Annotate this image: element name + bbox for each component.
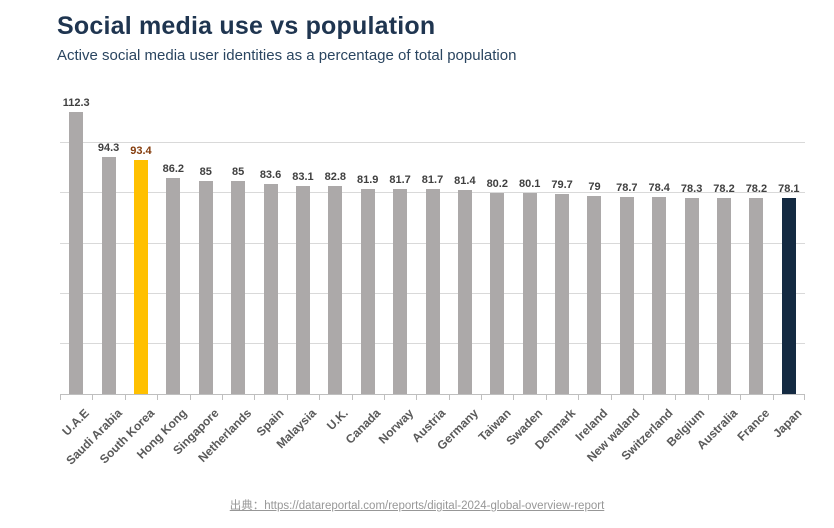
bar-japan <box>781 198 796 394</box>
bar-u-a-e <box>69 112 84 394</box>
axis-tick <box>643 395 645 400</box>
axis-tick <box>351 395 353 400</box>
value-label-saudi-arabia: 94.3 <box>97 142 120 155</box>
x-label-canada: Canada <box>343 406 384 447</box>
bar-swaden <box>522 193 537 394</box>
bar-u-k <box>328 186 343 394</box>
axis-tick <box>254 395 256 400</box>
source-footer: 出典：https://datareportal.com/reports/digi… <box>0 496 834 514</box>
plot-area: 112.3 94.3 93.4 86.2 85 85 83.6 83.1 82.8 81.9 81.… <box>60 93 805 394</box>
x-axis-line <box>60 394 805 395</box>
value-label-australia: 78.2 <box>713 182 735 195</box>
axis-tick <box>707 395 709 400</box>
bar-belgium <box>684 197 699 394</box>
axis-tick <box>448 395 450 400</box>
bar-austria <box>425 189 440 394</box>
axis-tick <box>481 395 483 400</box>
bar-netherlands <box>231 180 246 394</box>
source-link[interactable]: 出典：https://datareportal.com/reports/digi… <box>229 500 605 512</box>
value-label-denmark: 79.7 <box>551 179 573 192</box>
value-label-switzerland: 78.4 <box>648 182 670 195</box>
axis-tick <box>221 395 223 400</box>
value-label-spain: 83.6 <box>259 169 282 182</box>
x-label-france: France <box>734 406 773 444</box>
bar-germany <box>457 189 472 394</box>
axis-tick <box>416 395 418 400</box>
x-axis-labels: U.A.E Saudi Arabia South Korea Hong Kong Sin… <box>60 394 805 493</box>
bar-taiwan <box>490 192 505 394</box>
bar-australia <box>717 197 732 394</box>
bar-ireland <box>587 195 602 394</box>
axis-tick <box>513 395 515 400</box>
value-label-netherlands: 85 <box>232 165 245 178</box>
bar-france <box>749 197 764 394</box>
bar-switzerland <box>652 197 667 394</box>
x-label-norway: Norway <box>375 406 417 447</box>
axis-tick <box>772 395 774 400</box>
value-label-singapore: 85 <box>199 165 212 178</box>
bar-singapore <box>198 180 213 394</box>
bar-new-waland <box>619 196 634 394</box>
bar-saudi-arabia <box>101 157 116 394</box>
value-label-u-k: 82.8 <box>324 171 347 184</box>
value-label-new-waland: 78.7 <box>616 181 638 194</box>
value-label-ireland: 79 <box>588 180 601 193</box>
bar-chart: 112.3 94.3 93.4 86.2 85 85 83.6 83.1 82.8 81.9 81.… <box>60 93 805 493</box>
axis-tick <box>157 395 159 400</box>
bar-canada <box>360 188 375 394</box>
bar-denmark <box>555 194 570 394</box>
value-label-canada: 81.9 <box>356 173 379 186</box>
bar-spain <box>263 184 278 394</box>
axis-tick <box>124 395 126 400</box>
value-label-malaysia: 83.1 <box>292 170 314 183</box>
axis-tick <box>578 395 580 400</box>
chart-title: Social media use vs population <box>57 12 436 40</box>
x-label-u-k: U.K. <box>324 406 352 433</box>
axis-tick <box>610 395 612 400</box>
value-label-hong-kong: 86.2 <box>162 162 185 175</box>
axis-tick <box>286 395 288 400</box>
value-label-south-korea: 93.4 <box>130 144 152 157</box>
value-label-belgium: 78.3 <box>680 182 703 195</box>
chart-subtitle: Active social media user identities as a… <box>57 47 517 64</box>
bar-malaysia <box>295 185 310 394</box>
axis-tick <box>675 395 677 400</box>
axis-tick <box>545 395 547 400</box>
axis-tick <box>60 395 61 400</box>
x-label-japan: Japan <box>770 406 805 441</box>
axis-tick <box>189 395 191 400</box>
axis-tick <box>319 395 321 400</box>
value-label-taiwan: 80.2 <box>486 177 508 190</box>
axis-tick <box>383 395 385 400</box>
bar-south-korea <box>133 159 148 394</box>
bar-hong-kong <box>166 177 181 394</box>
value-label-france: 78.2 <box>745 182 768 195</box>
value-label-swaden: 80.1 <box>518 178 541 191</box>
value-label-norway: 81.7 <box>389 174 411 187</box>
axis-tick <box>92 395 94 400</box>
value-label-germany: 81.4 <box>454 174 476 187</box>
value-label-japan: 78.1 <box>778 183 800 196</box>
value-label-austria: 81.7 <box>421 174 444 187</box>
axis-tick <box>740 395 742 400</box>
gridline-100 <box>60 142 805 144</box>
axis-tick <box>804 395 805 400</box>
bar-norway <box>393 189 408 394</box>
value-label-u-a-e: 112.3 <box>62 97 90 110</box>
